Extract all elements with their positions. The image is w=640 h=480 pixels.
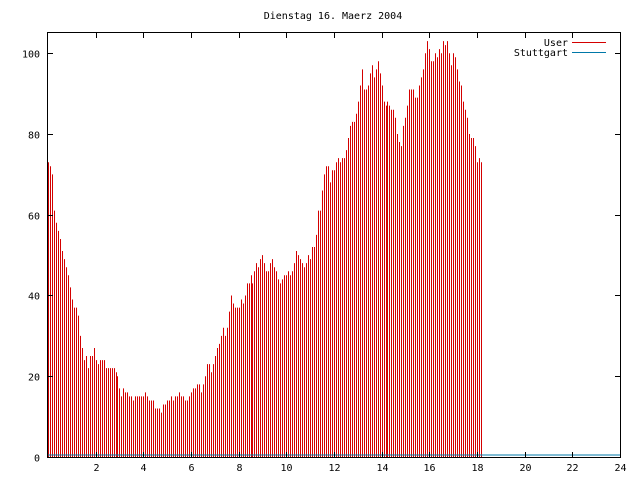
x-tick-label-14: 14 bbox=[376, 463, 388, 474]
x-tick-label-4: 4 bbox=[140, 463, 146, 474]
x-tick-label-24: 24 bbox=[614, 463, 626, 474]
x-tick-label-12: 12 bbox=[328, 463, 340, 474]
legend-label-0: User bbox=[544, 38, 568, 49]
x-tick-label-10: 10 bbox=[280, 463, 292, 474]
bars-group bbox=[48, 41, 482, 457]
x-tick-label-18: 18 bbox=[471, 463, 483, 474]
y-tick-label-60: 60 bbox=[28, 212, 40, 223]
y-tick-label-0: 0 bbox=[34, 454, 40, 465]
y-axis: 0 20 40 60 80 100 bbox=[22, 50, 620, 465]
x-tick-label-20: 20 bbox=[519, 463, 531, 474]
chart-title: Dienstag 16. Maerz 2004 bbox=[264, 11, 402, 22]
plot-frame bbox=[47, 32, 621, 458]
y-tick-label-100: 100 bbox=[22, 50, 40, 61]
legend-label-1: Stuttgart bbox=[514, 48, 568, 59]
x-tick-label-16: 16 bbox=[423, 463, 435, 474]
x-tick-label-22: 22 bbox=[566, 463, 578, 474]
x-tick-label-2: 2 bbox=[93, 463, 99, 474]
x-axis: 2 4 6 8 10 12 14 16 18 20 22 24 bbox=[93, 33, 627, 474]
x-tick-label-8: 8 bbox=[236, 463, 242, 474]
y-tick-label-40: 40 bbox=[28, 292, 40, 303]
x-tick-label-6: 6 bbox=[188, 463, 194, 474]
y-tick-label-80: 80 bbox=[28, 131, 40, 142]
y-tick-label-20: 20 bbox=[28, 373, 40, 384]
